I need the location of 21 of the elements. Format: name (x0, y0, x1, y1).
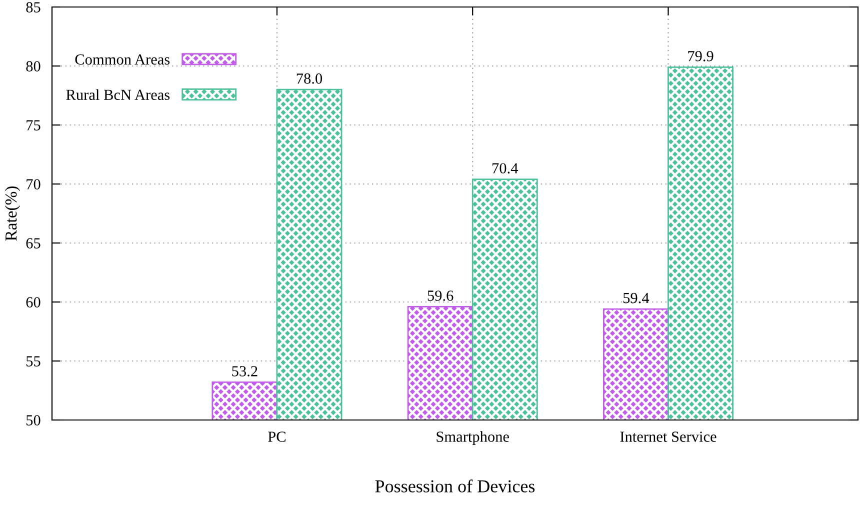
data-label: 70.4 (492, 163, 518, 174)
y-tick-label: 70 (26, 179, 40, 190)
x-tick-label: PC (268, 432, 286, 442)
y-tick-label: 50 (26, 415, 40, 426)
x-tick-label: Smartphone (436, 431, 509, 445)
y-tick-label: 85 (26, 2, 40, 12)
y-tick-label: 60 (26, 297, 40, 308)
y-tick-label: 80 (26, 61, 40, 72)
legend-label: Common Areas (75, 54, 170, 65)
y-tick-label: 55 (26, 356, 40, 366)
data-label: 79.9 (688, 51, 714, 62)
x-axis-title: Possession of Devices (375, 480, 535, 492)
data-label: 78.0 (296, 73, 322, 84)
data-label: 59.6 (428, 290, 454, 301)
x-tick-label: Internet Service (620, 432, 716, 442)
y-tick-label: 75 (26, 120, 40, 130)
y-axis-title: Rate(%) (4, 186, 20, 241)
data-label: 53.2 (232, 366, 258, 376)
y-tick-label: 65 (26, 238, 40, 248)
legend-label: Rural BcN Areas (66, 89, 170, 100)
data-label: 59.4 (623, 292, 650, 304)
